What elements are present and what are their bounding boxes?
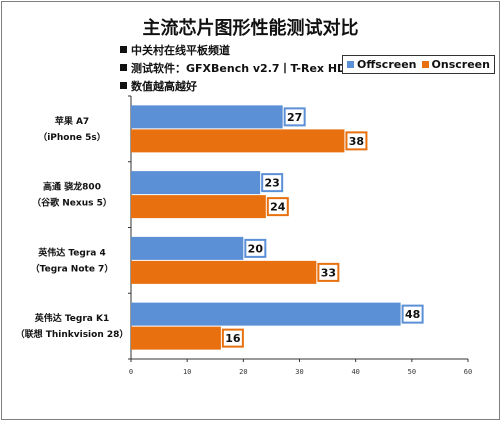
data-label-box — [221, 328, 244, 348]
note-text: 数值越高越好 — [131, 80, 197, 93]
note-bullet-icon — [120, 64, 127, 71]
data-label-box — [266, 197, 289, 217]
note-bullet-icon — [120, 46, 127, 53]
chart-note: 测试软件：GFXBench v2.7丨T-Rex HD — [120, 60, 346, 76]
bar-onscreen — [131, 326, 221, 350]
category-label: 苹果 A7 — [55, 115, 89, 127]
x-tick-label: 40 — [351, 368, 359, 376]
x-tick-label: 20 — [239, 368, 247, 376]
bar-offscreen — [131, 302, 401, 326]
data-label-box — [317, 262, 340, 282]
legend-label-onscreen: Onscreen — [431, 58, 490, 71]
data-label: 33 — [321, 266, 336, 279]
data-label: 23 — [265, 177, 280, 190]
data-label-box — [244, 238, 267, 258]
bar-onscreen — [131, 195, 266, 219]
legend-item: Offscreen — [347, 58, 417, 71]
data-label: 38 — [349, 135, 364, 148]
bar-offscreen — [131, 105, 283, 129]
data-label-box — [283, 107, 306, 127]
data-label-box — [345, 131, 368, 151]
category-label: 英伟达 Tegra K1 — [34, 312, 110, 324]
chart-note: 数值越高越好 — [120, 78, 197, 94]
chart-title: 主流芯片图形性能测试对比 — [142, 18, 359, 39]
x-tick-label: 30 — [295, 368, 303, 376]
data-label: 27 — [287, 111, 302, 124]
category-label: （联想 Thinkvision 28） — [16, 328, 129, 340]
data-label: 24 — [270, 201, 286, 214]
legend-swatch-onscreen — [421, 61, 429, 68]
data-label-box — [401, 304, 424, 324]
bar-onscreen — [131, 129, 345, 153]
legend-item: Onscreen — [421, 58, 490, 71]
data-label-box — [261, 173, 284, 193]
category-label: 高通 骁龙800 — [43, 181, 101, 193]
legend-label-offscreen: Offscreen — [357, 58, 417, 71]
category-label: 英伟达 Tegra 4 — [37, 246, 106, 258]
note-bullet-icon — [120, 82, 127, 89]
data-label: 16 — [225, 332, 241, 345]
chart-legend: Offscreen Onscreen — [342, 55, 495, 74]
bar-onscreen — [131, 260, 317, 284]
category-label: （谷歌 Nexus 5） — [32, 197, 112, 209]
category-label: （Tegra Note 7） — [31, 263, 114, 274]
x-tick-label: 0 — [129, 368, 133, 376]
note-text: 测试软件：GFXBench v2.7丨T-Rex HD — [131, 62, 347, 75]
legend-swatch-offscreen — [347, 61, 354, 68]
data-label: 20 — [248, 242, 264, 255]
chart-note: 中关村在线平板频道 — [120, 42, 230, 58]
x-tick-label: 50 — [408, 368, 416, 376]
bar-offscreen — [131, 236, 244, 260]
x-tick-label: 60 — [464, 368, 472, 376]
x-tick-label: 10 — [183, 368, 191, 376]
bar-offscreen — [131, 171, 261, 195]
note-text: 中关村在线平板频道 — [131, 44, 230, 57]
category-label: （iPhone 5s） — [38, 132, 106, 143]
data-label: 48 — [405, 308, 420, 321]
